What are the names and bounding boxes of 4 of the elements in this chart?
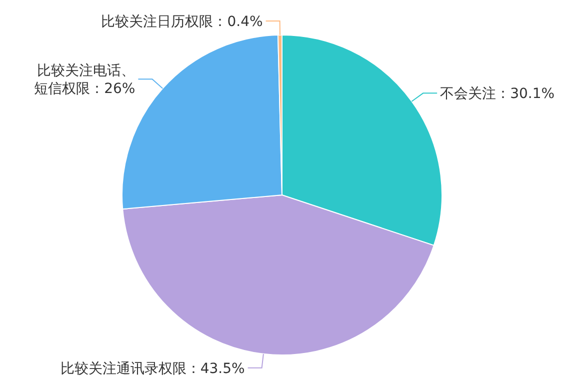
slice-label: 比较关注日历权限：0.4%: [101, 14, 263, 30]
slice-label: 比较关注电话、短信权限：26%: [34, 63, 136, 98]
slice-label: 比较关注通讯录权限：43.5%: [60, 360, 245, 377]
slice-label: 不会关注：30.1%: [440, 86, 555, 102]
